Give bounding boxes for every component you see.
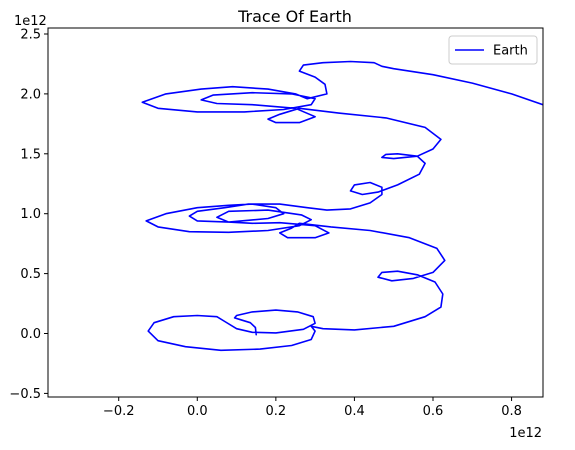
legend-box — [448, 35, 538, 65]
y-tick-label: 1.0 — [20, 207, 41, 222]
x-axis-offset-label: 1e12 — [509, 426, 542, 441]
plot-area: −0.2 0.0 0.2 0.4 0.6 0.8 −0.5 0.0 0.5 1.0 1.5 2.0 2.… — [9, 27, 544, 419]
y-tick-label: 0.5 — [20, 267, 41, 282]
legend: Earth — [448, 35, 538, 65]
x-tick-label: 0.8 — [501, 404, 522, 419]
x-tick-label: 0.4 — [344, 404, 365, 419]
x-tick-label: 0.0 — [187, 404, 208, 419]
y-axis-offset-label: 1e12 — [14, 14, 47, 29]
chart-title: Trace Of Earth — [237, 7, 352, 26]
series-line-earth — [141, 60, 543, 352]
y-tick-label: 2.5 — [20, 27, 41, 42]
y-tick-label: 2.0 — [20, 87, 41, 102]
y-tick-label: 0.0 — [20, 327, 41, 342]
y-tick-label: 1.5 — [20, 147, 41, 162]
y-tick-label: −0.5 — [9, 387, 41, 402]
axes-frame — [47, 27, 544, 398]
x-tick-label: −0.2 — [103, 404, 135, 419]
x-tick-label: 0.2 — [266, 404, 287, 419]
x-tick-label: 0.6 — [423, 404, 444, 419]
legend-label: Earth — [493, 44, 528, 59]
